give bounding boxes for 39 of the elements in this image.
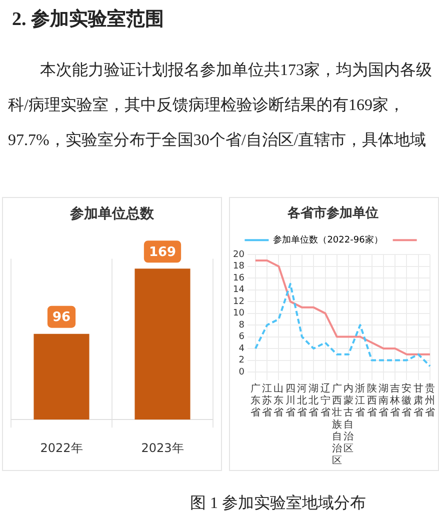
y-tick-label: 20 <box>233 250 245 260</box>
x-tick-label: 2023年 <box>141 440 184 455</box>
x-tick-label: 浙江省 <box>355 382 366 419</box>
y-tick-label: 14 <box>233 285 245 296</box>
y-tick-label: 18 <box>233 262 245 272</box>
y-tick-label: 6 <box>238 332 245 342</box>
x-tick-label: 河北省 <box>297 382 307 419</box>
y-tick-label: 10 <box>233 308 245 319</box>
x-tick-label: 内蒙古自治区 <box>344 382 354 455</box>
x-tick-label: 山东省 <box>274 382 284 419</box>
x-tick-label: 吉林省 <box>389 382 400 419</box>
y-tick-label: 0 <box>238 367 245 378</box>
x-tick-label: 陕西省 <box>366 382 377 419</box>
text: 科/病理实验室，其中反馈病理检验诊断结果的有169家， <box>8 96 404 116</box>
x-tick-label: 辽宁省 <box>320 382 330 419</box>
chart-title: 各省市参加单位 <box>286 205 378 222</box>
text: 97.7%，实验室分布于全国30个省/自治区/直辖市，具体地域 <box>8 130 426 151</box>
y-tick-label: 8 <box>238 320 245 330</box>
data-label: 96 <box>52 310 71 326</box>
x-tick-label: 安徽省 <box>402 382 412 419</box>
caption: 图 1 参加实验室地域分布 <box>190 494 366 514</box>
y-tick-label: 2 <box>238 356 244 366</box>
y-tick-label: 12 <box>233 296 244 307</box>
x-tick-label: 湖北省 <box>308 382 319 419</box>
x-tick-label: 四川省 <box>285 384 296 419</box>
x-tick-label: 江苏省 <box>262 382 272 419</box>
x-tick-label: 甘肃省 <box>413 382 424 419</box>
x-tick-label: 贵州省 <box>425 382 435 419</box>
legend-label: 参加单位数（2022-96家） <box>273 234 383 246</box>
y-tick-label: 16 <box>233 273 245 284</box>
y-tick-label: 4 <box>238 344 245 354</box>
text: 本次能力验证计划报名参加单位共173家，均为国内各级 <box>40 60 432 81</box>
chart-title: 参加单位总数 <box>69 205 155 222</box>
data-label: 169 <box>148 245 176 260</box>
text: 2. 参加实验室范围 <box>12 8 164 32</box>
x-tick-label: 广东省 <box>250 382 260 419</box>
x-tick-label: 2022年 <box>40 440 83 455</box>
x-tick-label: 湖南省 <box>378 382 388 419</box>
x-tick-label: 广西壮族自治区 <box>330 382 342 467</box>
